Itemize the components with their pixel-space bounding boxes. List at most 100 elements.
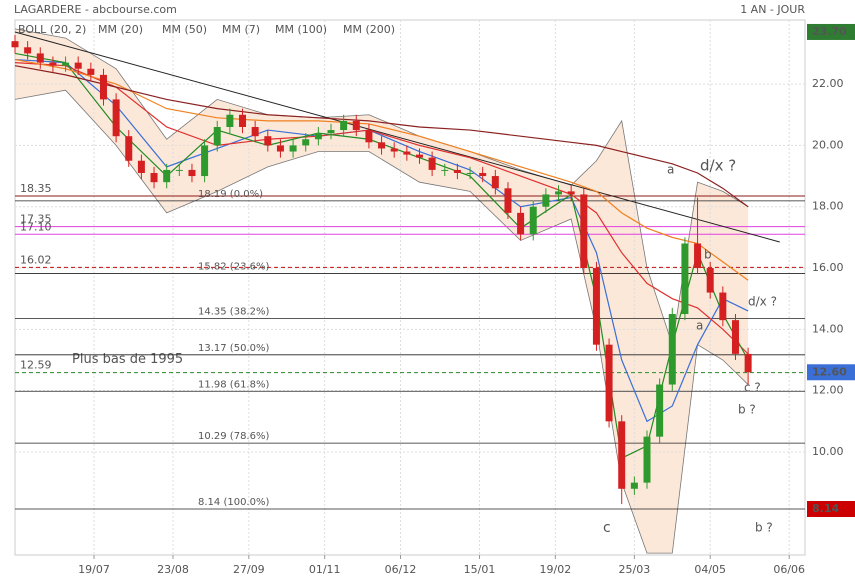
candle-body — [605, 344, 613, 422]
candle-body — [592, 268, 600, 345]
annotation: b ? — [755, 521, 773, 535]
y-tick-label: 18.00 — [812, 200, 844, 213]
candle-body — [365, 130, 373, 143]
fib-label: 11.98 (61.8%) — [198, 379, 269, 390]
x-tick-label: 25/03 — [619, 563, 651, 576]
candle-body — [314, 133, 322, 140]
candle-body — [188, 169, 196, 177]
moving-average — [14, 65, 749, 208]
candle-body — [49, 62, 57, 66]
fib-label: 10.29 (78.6%) — [198, 431, 269, 442]
price-tag — [807, 23, 855, 40]
bollinger-fill — [15, 28, 749, 554]
candle-body — [580, 194, 588, 269]
candle-body — [201, 145, 209, 177]
moving-average — [14, 62, 749, 355]
candle-body — [289, 145, 297, 152]
level-label: 18.35 — [20, 182, 52, 195]
candle-body — [555, 191, 563, 195]
level-label: 17.35 — [20, 213, 52, 226]
x-tick-label: 04/05 — [694, 563, 726, 576]
x-tick-label: 01/11 — [309, 563, 341, 576]
legend-entry: BOLL (20, 2) — [18, 23, 86, 36]
candle-body — [239, 114, 247, 127]
price-tag-label: 12.60 — [812, 365, 847, 378]
candle-body — [378, 142, 386, 149]
annotation: a — [696, 319, 703, 333]
candle-body — [276, 145, 284, 152]
candle-body — [453, 169, 461, 173]
x-tick-label: 06/12 — [385, 563, 417, 576]
candle-body — [125, 136, 133, 161]
candle-body — [24, 47, 32, 54]
trendline — [14, 31, 780, 243]
candle-body — [62, 62, 70, 66]
fib-label: 13.17 (50.0%) — [198, 343, 269, 354]
candle-body — [415, 154, 423, 158]
candle-body — [504, 188, 512, 213]
candle-body — [390, 148, 398, 152]
annotation: c — [603, 520, 611, 536]
candle-body — [11, 41, 19, 48]
plot-frame — [14, 19, 806, 556]
x-tick-label: 27/09 — [233, 563, 265, 576]
candle-body — [668, 314, 676, 385]
candle-body — [630, 482, 638, 489]
moving-average — [14, 58, 749, 281]
candle-body — [226, 114, 234, 127]
price-tag — [807, 364, 855, 381]
candle-body — [744, 353, 752, 373]
candle-body — [251, 127, 259, 137]
candle-body — [618, 421, 626, 489]
candle-body — [264, 136, 272, 146]
y-tick-label: 14.00 — [812, 322, 844, 335]
y-tick-label: 16.00 — [812, 261, 844, 274]
legend-entry: MM (50) — [162, 23, 207, 36]
fib-label: 15.82 (23.6%) — [198, 262, 269, 273]
candle-body — [681, 243, 689, 315]
price-tag — [807, 501, 855, 518]
bollinger-lower — [14, 89, 749, 554]
annotation: b ? — [738, 403, 756, 417]
fib-label: 8.14 (100.0%) — [198, 497, 269, 508]
level-label: 16.02 — [20, 253, 52, 266]
legend-entry: MM (20) — [98, 23, 143, 36]
annotation: a — [667, 163, 674, 177]
price-tag-label: 23.70 — [812, 25, 847, 38]
candle-body — [213, 127, 221, 146]
candle-body — [491, 176, 499, 189]
candle-body — [36, 53, 44, 63]
candle-body — [517, 212, 525, 235]
candle-body — [441, 169, 449, 171]
candle-body — [327, 130, 335, 134]
candle-body — [567, 191, 575, 195]
candle-body — [352, 120, 360, 131]
candle-body — [340, 120, 348, 131]
level-label: 12.59 — [20, 359, 52, 372]
price-tag-label: 8.14 — [812, 502, 839, 515]
annotation: d/x ? — [748, 295, 777, 309]
candle-body — [150, 172, 158, 183]
legend-entry: MM (100) — [275, 23, 327, 36]
legend-entry: MM (7) — [222, 23, 260, 36]
annotation: c ? — [744, 381, 761, 395]
candle-body — [428, 157, 436, 170]
x-tick-label: 06/06 — [773, 563, 805, 576]
candle-body — [656, 384, 664, 437]
candle-body — [706, 268, 714, 293]
candle-body — [529, 206, 537, 235]
candle-body — [137, 160, 145, 173]
x-tick-label: 19/07 — [78, 563, 110, 576]
candle-body — [87, 68, 95, 75]
y-tick-label: 10.00 — [812, 445, 844, 458]
legend-entry: MM (200) — [343, 23, 395, 36]
y-tick-label: 12.00 — [812, 384, 844, 397]
level-note: Plus bas de 1995 — [72, 352, 183, 367]
y-tick-label: 22.00 — [812, 77, 844, 90]
candle-body — [719, 292, 727, 321]
candle-body — [163, 169, 171, 183]
candle-body — [731, 320, 739, 354]
period: 1 AN - JOUR — [740, 3, 805, 16]
x-tick-label: 23/08 — [157, 563, 189, 576]
